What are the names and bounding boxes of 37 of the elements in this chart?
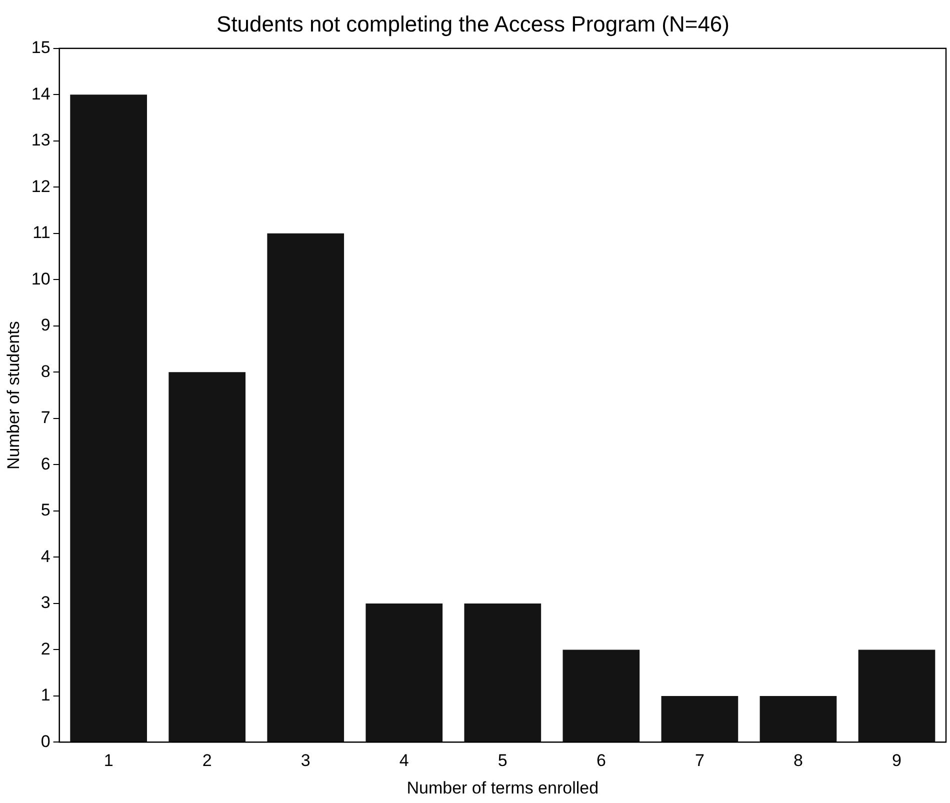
- y-tick-label: 14: [31, 84, 50, 104]
- x-tick-label: 2: [202, 751, 212, 770]
- y-axis-title: Number of students: [4, 321, 23, 470]
- bar: [760, 696, 837, 742]
- x-tick-label: 9: [892, 751, 902, 770]
- x-tick-label: 8: [793, 751, 803, 770]
- y-tick-label: 8: [40, 362, 50, 381]
- y-tick-label: 15: [31, 38, 50, 58]
- bar: [168, 372, 246, 742]
- x-tick-label: 7: [694, 751, 704, 770]
- y-tick-label: 0: [40, 732, 50, 751]
- x-tick-label: 1: [104, 751, 114, 770]
- y-tick-label: 9: [40, 316, 50, 335]
- y-tick-label: 13: [31, 130, 50, 150]
- bar: [366, 603, 443, 742]
- y-tick-label: 10: [31, 269, 50, 288]
- bar: [858, 650, 936, 742]
- y-tick-label: 7: [40, 408, 50, 428]
- bar: [70, 94, 147, 742]
- y-tick-label: 11: [32, 223, 50, 242]
- x-tick-label: 4: [399, 751, 409, 770]
- y-tick-label: 12: [31, 176, 50, 196]
- y-tick-label: 1: [40, 686, 50, 705]
- y-tick-label: 5: [40, 500, 50, 520]
- y-tick-label: 3: [40, 593, 50, 612]
- chart-title: Students not completing the Access Program (N=46): [216, 11, 730, 36]
- bar: [267, 233, 344, 742]
- x-tick-label: 5: [498, 751, 508, 770]
- bar: [562, 650, 640, 742]
- x-tick-label: 3: [300, 751, 310, 770]
- y-tick-label: 4: [40, 546, 50, 566]
- x-axis-title: Number of terms enrolled: [406, 778, 599, 798]
- bar: [661, 696, 738, 742]
- bar: [464, 603, 542, 742]
- x-tick-label: 6: [596, 751, 606, 770]
- y-tick-label: 6: [40, 454, 50, 474]
- y-tick-label: 2: [40, 639, 50, 658]
